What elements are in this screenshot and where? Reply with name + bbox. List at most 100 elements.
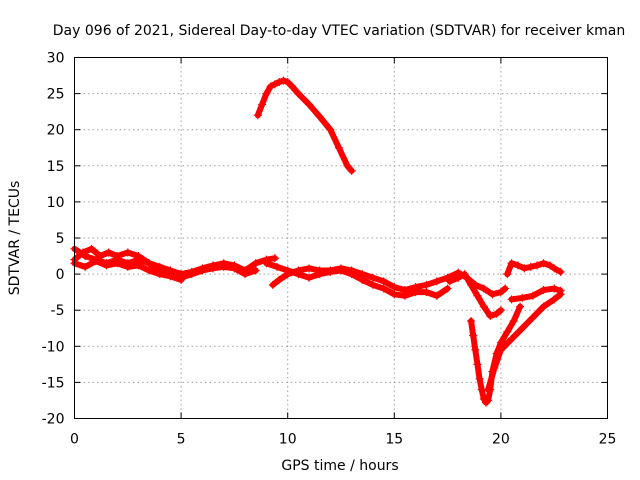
data-point [87, 244, 96, 253]
data-point [507, 259, 516, 268]
series-arc-3 [70, 257, 186, 284]
data-point [484, 385, 493, 394]
chart-title: Day 096 of 2021, Sidereal Day-to-day VTE… [53, 23, 625, 39]
data-point [315, 270, 324, 279]
data-point [258, 100, 267, 109]
data-point [526, 262, 535, 271]
data-point [556, 267, 565, 276]
data-point [479, 284, 488, 293]
data-point [275, 275, 284, 284]
series-arc-7 [445, 270, 505, 320]
data-point [445, 277, 454, 286]
data-point [496, 345, 505, 354]
data-point [528, 291, 537, 300]
data-point [326, 267, 335, 276]
y-tick-label: -5 [51, 303, 65, 319]
data-point [503, 270, 512, 279]
data-point [279, 76, 288, 85]
data-point [230, 264, 239, 273]
data-point [539, 285, 548, 294]
data-point [81, 252, 90, 261]
data-point [467, 317, 476, 326]
data-point [266, 82, 275, 91]
data-point [262, 259, 271, 268]
data-point [241, 270, 250, 279]
series-arc-11 [507, 284, 565, 304]
data-point [539, 302, 548, 311]
y-tick-label: -15 [42, 375, 65, 391]
data-point [467, 280, 476, 289]
data-point [496, 288, 505, 297]
data-point [219, 262, 228, 271]
series-line [504, 260, 564, 278]
y-tick-label: 5 [56, 231, 65, 247]
data-point [496, 338, 505, 347]
data-point [155, 270, 164, 279]
data-point [104, 248, 113, 257]
data-point [503, 327, 512, 336]
series-arc-6 [262, 259, 452, 300]
y-tick-label: 10 [47, 195, 65, 211]
data-point [145, 266, 154, 275]
data-point [545, 261, 554, 270]
data-point [251, 259, 260, 268]
data-point [283, 266, 292, 275]
data-point [270, 80, 279, 89]
data-point [528, 313, 537, 322]
data-point [432, 277, 441, 286]
data-point [460, 270, 469, 279]
data-point [337, 266, 345, 275]
series-line [263, 260, 451, 299]
data-point [270, 254, 279, 263]
data-point [411, 288, 420, 297]
data-point [488, 290, 497, 299]
data-point [268, 280, 277, 289]
data-point [81, 262, 90, 271]
data-point [518, 324, 527, 333]
y-tick-label: -10 [42, 339, 65, 355]
data-point [294, 270, 303, 279]
data-point [422, 280, 431, 289]
data-point [379, 277, 388, 286]
series-arc-4 [253, 76, 356, 175]
data-point [471, 345, 480, 354]
series-arc-8 [467, 302, 525, 407]
grid-lines [74, 57, 608, 419]
x-tick-label: 10 [279, 432, 297, 448]
data-point [469, 331, 478, 340]
data-point [326, 125, 335, 134]
data-point [347, 166, 356, 175]
data-point [490, 363, 499, 372]
data-point [315, 112, 324, 121]
data-point [516, 302, 525, 311]
data-point [422, 288, 431, 297]
y-axis: -20 -15 -10 -5 0 5 10 15 20 25 30 [42, 51, 608, 428]
data-point [262, 89, 271, 98]
data-point [283, 78, 292, 87]
x-tick-label: 25 [599, 432, 617, 448]
data-point [550, 284, 559, 293]
data-point [473, 291, 482, 300]
x-tick-label: 0 [70, 432, 79, 448]
data-point [556, 286, 565, 295]
data-point [520, 264, 529, 273]
data-point [390, 290, 399, 299]
data-point [509, 317, 518, 326]
data-point [475, 374, 484, 383]
data-point [305, 264, 314, 273]
data-point [492, 309, 501, 318]
data-point [113, 259, 122, 268]
data-point [432, 291, 441, 300]
data-point [347, 270, 356, 279]
data-point [507, 335, 516, 344]
data-point [539, 259, 548, 268]
data-point [550, 295, 559, 304]
y-tick-label: 30 [47, 51, 65, 67]
data-point [518, 293, 527, 302]
y-axis-label: SDTVAR / TECUs [7, 181, 23, 296]
data-point [550, 264, 559, 273]
data-point [198, 266, 207, 275]
data-point [486, 311, 495, 320]
data-point [123, 248, 132, 257]
